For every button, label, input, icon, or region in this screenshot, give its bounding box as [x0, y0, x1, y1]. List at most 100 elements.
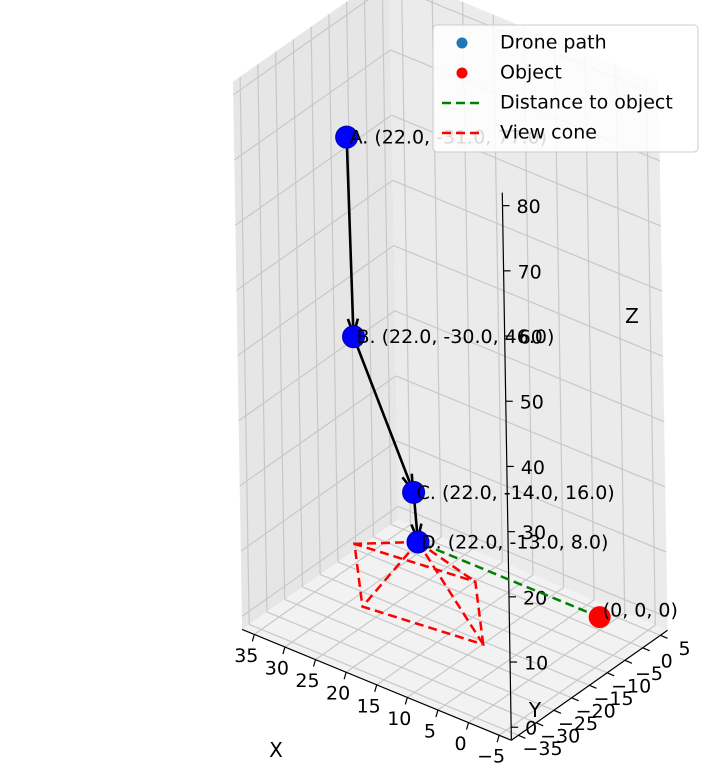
x-tick-label: −5 [477, 746, 505, 768]
view-cone-edge [354, 540, 419, 546]
legend: Drone path Object Distance to object View c… [432, 24, 699, 153]
view-cone-edge [361, 541, 419, 608]
y-axis-label: Y [528, 698, 542, 722]
z-axis-label: Z [625, 304, 639, 328]
points [335, 125, 611, 629]
grid-y-floor [248, 623, 519, 736]
x-tick-mark [496, 735, 500, 743]
z-tick-label: 70 [518, 261, 542, 283]
grid-y-floor [319, 573, 590, 686]
grid-y-floor [355, 548, 626, 661]
arrow-line [352, 336, 415, 493]
x-tick-mark [465, 722, 470, 730]
z-tick-label: 30 [522, 522, 546, 544]
drone-point [406, 530, 430, 554]
x-tick-label: 5 [424, 721, 436, 743]
grid-z-side [232, 0, 369, 96]
y-tick-label: −35 [522, 738, 562, 760]
object-point [588, 606, 611, 629]
drone-point-label: C. (22.0, -14.0, 16.0) [417, 482, 615, 504]
legend-label: Object [500, 62, 562, 84]
drone-point [335, 125, 359, 149]
distance-line-segment [417, 540, 601, 619]
legend-marker [456, 37, 468, 49]
y-tick-mark [518, 734, 526, 739]
distance-line [417, 540, 601, 619]
view-cone-edge [416, 541, 485, 646]
object-point-label: (0, 0, 0) [603, 600, 678, 622]
drone-point [402, 480, 426, 504]
grid-y-floor [390, 523, 661, 636]
x-tick-mark [435, 709, 439, 718]
x-tick-label: 35 [234, 645, 258, 667]
z-tick-label: 50 [520, 392, 544, 414]
view-cone [353, 540, 485, 647]
grid-z-side [238, 310, 396, 422]
legend-box [432, 24, 699, 153]
grid-z-side [241, 505, 399, 617]
y-tick-label: 0 [661, 650, 673, 672]
drone-point-label: D. (22.0, -13.0, 8.0) [421, 532, 608, 554]
y-tick-label: −5 [635, 663, 663, 685]
grid-z-back [397, 505, 668, 618]
x-tick-label: 0 [454, 733, 466, 755]
x-tick-mark [343, 672, 347, 680]
x-tick-label: 10 [387, 708, 411, 730]
grid-z-side [237, 245, 395, 357]
grid-lines [232, 0, 668, 736]
legend-label: Drone path [500, 32, 607, 54]
grid-y-floor [266, 611, 537, 724]
z-tick-label: 0 [525, 718, 537, 740]
legend-label: View cone [500, 122, 597, 144]
y-tick-mark [624, 659, 633, 664]
y-tick-label: −25 [558, 713, 598, 735]
z-axis-line [501, 192, 512, 741]
y-axis-line [511, 629, 668, 741]
grid-z-back [396, 440, 667, 553]
grid-z-side [240, 440, 398, 552]
drone-point-label: B. (22.0, -30.0, 46.0) [357, 326, 555, 348]
y-tick-label: 5 [678, 638, 690, 660]
grid-z-side [235, 114, 392, 226]
z-tick-label: 80 [517, 196, 541, 218]
x-axis-label: X [269, 738, 283, 762]
grid-z-back [394, 310, 665, 423]
view-cone-edge [417, 540, 477, 583]
y-tick-label: −10 [611, 675, 651, 697]
grid-z-back [393, 245, 664, 357]
x-tick-mark [404, 697, 408, 705]
z-tick-label: 40 [521, 457, 545, 479]
y-tick-label: −15 [593, 688, 633, 710]
x-tick-label: 25 [295, 670, 319, 692]
y-tick-mark [571, 697, 579, 702]
y-tick-label: −20 [576, 700, 616, 722]
legend-marker [456, 67, 468, 79]
x-tick-mark [251, 634, 255, 642]
grid-y-floor [373, 536, 643, 649]
drone-point [342, 325, 366, 349]
y-tick-mark [589, 684, 597, 689]
y-tick-mark [642, 647, 650, 652]
grid-z-side [233, 49, 391, 161]
x-tick-label: 15 [357, 695, 381, 717]
x-tick-mark [374, 684, 378, 693]
y-tick-mark [553, 709, 562, 714]
axes [241, 192, 668, 743]
x-tick-mark [312, 659, 317, 667]
y-tick-mark [606, 672, 615, 677]
z-tick-label: 20 [523, 587, 547, 609]
y-tick-mark [535, 722, 544, 727]
legend-label: Distance to object [500, 92, 673, 114]
z-tick-label: 10 [524, 653, 548, 675]
y-tick-mark [660, 634, 668, 639]
x-tick-label: 30 [265, 658, 289, 680]
grid-z-back [392, 179, 663, 292]
z-tick-label: 60 [519, 327, 543, 349]
y-tick-label: −30 [540, 725, 580, 747]
grid-y-floor [302, 586, 572, 699]
grid-y-floor [284, 598, 555, 711]
x-tick-mark [282, 646, 286, 655]
grid-z-side [236, 179, 394, 291]
x-tick-label: 20 [326, 683, 350, 705]
